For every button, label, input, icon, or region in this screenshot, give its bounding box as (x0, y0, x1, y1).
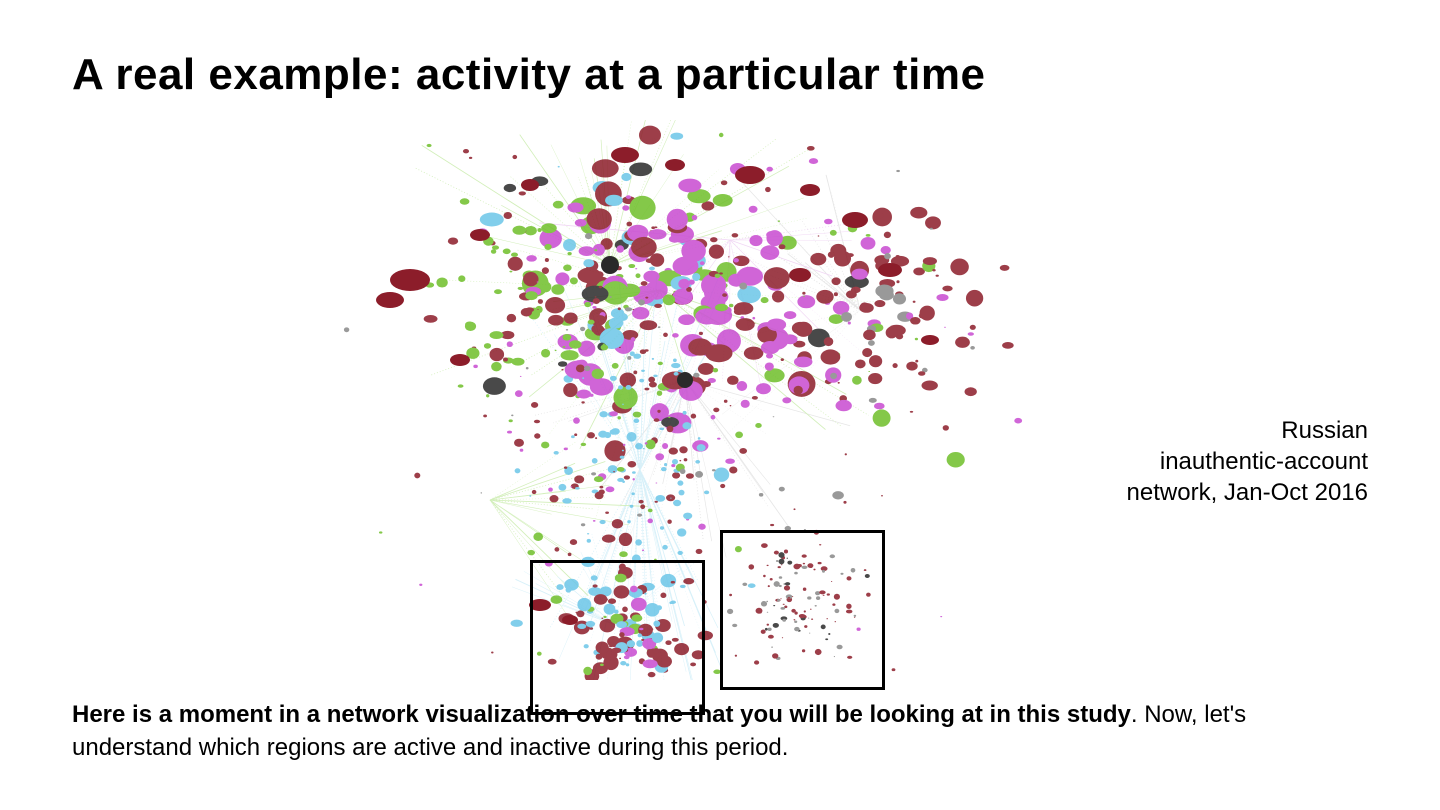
slide: A real example: activity at a particular… (0, 0, 1440, 810)
body-bold: Here is a moment in a network visualizat… (72, 701, 1131, 728)
body-text: Here is a moment in a network visualizat… (72, 699, 1368, 764)
slide-title: A real example: activity at a particular… (72, 50, 1368, 100)
caption-line: Russian (1127, 415, 1368, 446)
highlight-box-2 (720, 530, 885, 690)
caption-right: Russian inauthentic-account network, Jan… (1127, 415, 1368, 509)
highlight-box-1 (530, 560, 705, 715)
caption-line: network, Jan-Oct 2016 (1127, 477, 1368, 508)
caption-line: inauthentic-account (1127, 446, 1368, 477)
network-graph (280, 120, 1040, 680)
